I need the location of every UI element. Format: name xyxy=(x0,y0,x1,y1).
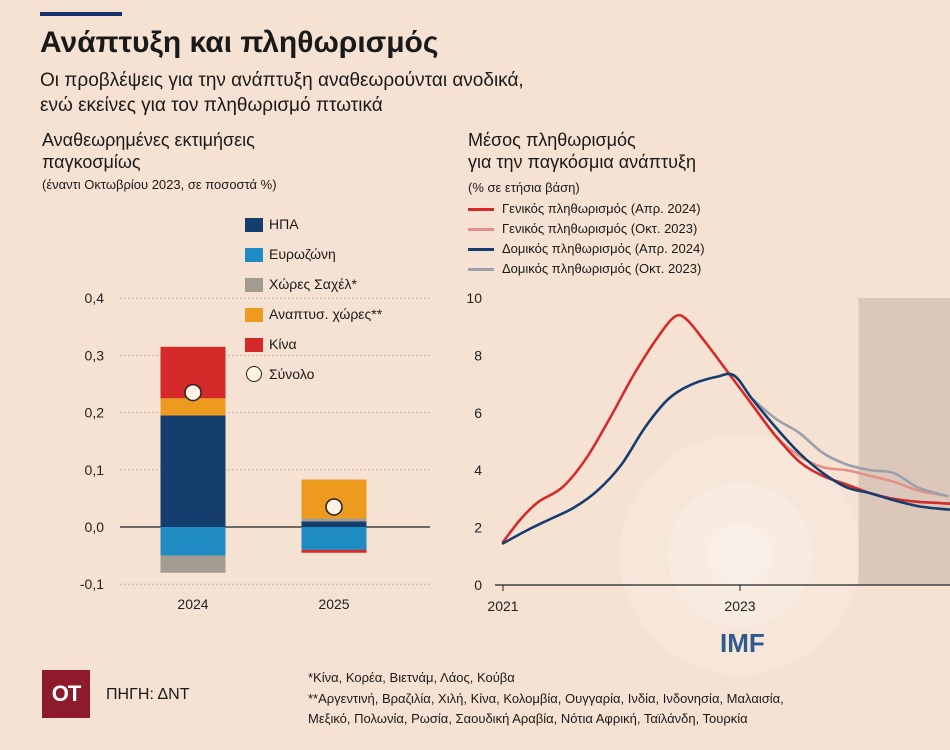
line-y-tick-label: 8 xyxy=(474,347,482,363)
line-chart-title-line-2: για την παγκόσμια ανάπτυξη xyxy=(468,152,697,172)
legend-line-core-apr xyxy=(468,248,494,251)
bar-total-marker-2024 xyxy=(184,383,202,402)
line-y-tick-label: 4 xyxy=(474,462,482,478)
bar-segment-2024-1 xyxy=(160,527,226,556)
bar-segment-2025-2 xyxy=(301,518,367,522)
forecast-shading xyxy=(858,298,950,585)
line-x-tick-label: 2023 xyxy=(724,598,755,614)
decor-circle-inner xyxy=(708,523,772,587)
bar-chart-note: (έναντι Οκτωβρίου 2023, σε ποσοστά %) xyxy=(42,177,277,192)
line-series-2 xyxy=(501,372,950,545)
legend-swatch-eurozone xyxy=(245,248,263,262)
decor-circle-mid xyxy=(668,483,812,627)
legend-marker-total xyxy=(246,366,262,382)
footnote-3: Μεξικό, Πολωνία, Ρωσία, Σαουδική Αραβία,… xyxy=(308,711,748,726)
bar-y-tick-label: 0,0 xyxy=(85,519,105,535)
bar-segment-2024-3 xyxy=(160,398,226,416)
line-chart-title-line-1: Μέσος πληθωρισμός xyxy=(468,130,636,150)
legend-label-core-oct: Δομικός πληθωρισμός (Οκτ. 2023) xyxy=(502,261,702,276)
bar-y-tick-label: 0,4 xyxy=(85,290,105,306)
line-x-tick-label: 2021 xyxy=(487,598,518,614)
bar-segment-2024-2 xyxy=(160,555,226,573)
legend-label-headline-oct: Γενικός πληθωρισμός (Οκτ. 2023) xyxy=(502,221,698,236)
bar-y-tick-label: 0,3 xyxy=(85,347,105,363)
legend-label-headline-apr: Γενικός πληθωρισμός (Απρ. 2024) xyxy=(502,201,701,216)
line-y-tick-label: 6 xyxy=(474,405,482,421)
legend-label-eurozone: Ευρωζώνη xyxy=(269,246,336,262)
line-chart-note: (% σε ετήσια βάση) xyxy=(468,180,580,195)
bar-segment-2024-0 xyxy=(160,415,226,527)
bar-chart-title-line-1: Αναθεωρημένες εκτιμήσεις xyxy=(42,130,255,150)
legend-line-core-oct xyxy=(468,268,494,271)
bar-chart-title-line-2: παγκοσμίως xyxy=(42,152,141,172)
legend-label-emerging: Αναπτυσ. χώρες** xyxy=(269,306,383,322)
footnote-2: **Αργεντινή, Βραζιλία, Χιλή, Κίνα, Κολομ… xyxy=(308,691,784,706)
legend-swatch-china xyxy=(245,338,263,352)
bar-x-tick-label: 2025 xyxy=(318,596,349,612)
legend-swatch-sahel xyxy=(245,278,263,292)
footnote-1: *Κίνα, Κορέα, Βιετνάμ, Λάος, Κούβα xyxy=(308,670,515,685)
legend-label-sahel: Χώρες Σαχέλ* xyxy=(269,276,357,292)
page-title: Ανάπτυξη και πληθωρισμός xyxy=(40,26,439,59)
accent-bar xyxy=(40,12,122,16)
bar-x-tick-label: 2024 xyxy=(177,596,208,612)
decor-circle-outer xyxy=(620,435,860,675)
legend-swatch-usa xyxy=(245,218,263,232)
line-y-tick-label: 10 xyxy=(466,290,482,306)
bar-segment-2025-0 xyxy=(301,521,367,527)
bar-segment-2025-1 xyxy=(301,527,367,550)
legend-label-china: Κίνα xyxy=(269,336,297,352)
legend-line-headline-oct xyxy=(468,228,494,231)
line-series-3 xyxy=(750,397,949,498)
page-subtitle-line-2: ενώ εκείνες για τον πληθωρισμό πτωτικά xyxy=(40,95,383,116)
bar-y-tick-label: 0,2 xyxy=(85,405,105,421)
legend-swatch-emerging xyxy=(245,308,263,322)
bar-segment-2025-4 xyxy=(301,549,367,553)
legend-label-total: Σύνολο xyxy=(269,366,315,382)
legend-label-usa: ΗΠΑ xyxy=(269,216,299,232)
line-series-0 xyxy=(501,313,950,544)
imf-watermark: IMF xyxy=(720,628,765,658)
bar-y-tick-label: -0,1 xyxy=(80,576,104,592)
page-subtitle-line-1: Οι προβλέψεις για την ανάπτυξη αναθεωρού… xyxy=(40,70,524,91)
line-y-tick-label: 2 xyxy=(474,520,482,536)
bar-y-tick-label: 0,1 xyxy=(85,462,105,478)
source-label: ΠΗΓΗ: ΔΝΤ xyxy=(106,686,190,703)
legend-line-headline-apr xyxy=(468,208,494,211)
legend-label-core-apr: Δομικός πληθωρισμός (Απρ. 2024) xyxy=(502,241,705,256)
publisher-logo: ΟΤ xyxy=(42,670,90,718)
line-y-tick-label: 0 xyxy=(474,577,482,593)
bar-total-marker-2025 xyxy=(325,498,343,516)
